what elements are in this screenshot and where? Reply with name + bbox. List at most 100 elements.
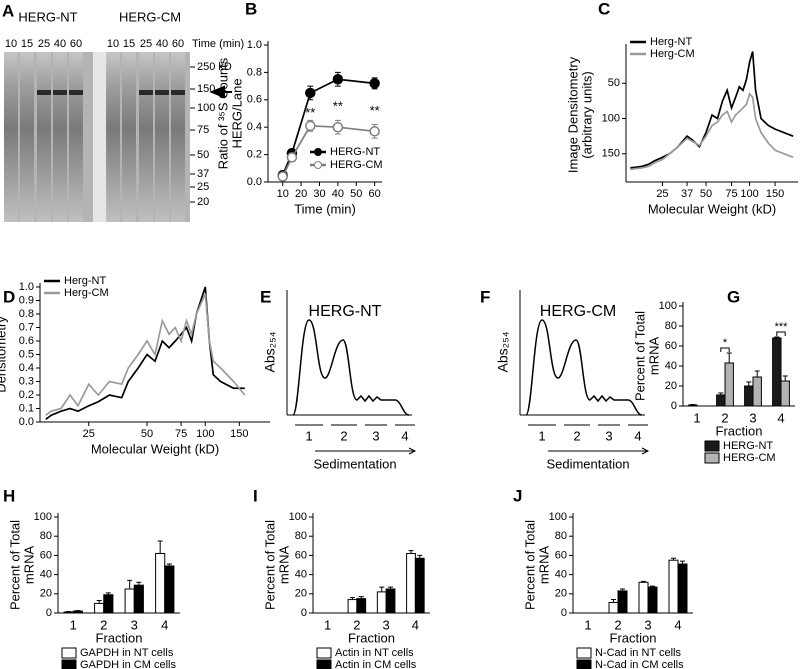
- significance-bracket: [720, 347, 730, 352]
- y-tick-label: 0.4: [247, 121, 262, 133]
- y-tick-label: 100: [34, 511, 52, 523]
- y-tick-label: 0.9: [19, 294, 34, 306]
- x-tick-label: 100: [740, 188, 758, 200]
- error-bar: [754, 370, 760, 377]
- lane-label: 60: [172, 38, 184, 50]
- legend-label: Herg-NT: [650, 36, 692, 48]
- series-line: [630, 51, 794, 169]
- x-tick-label: 25: [656, 188, 668, 200]
- x-tick-label: 10: [277, 188, 289, 200]
- y-axis-label: Percent of Total: [262, 520, 277, 610]
- annotation: *: [723, 337, 728, 349]
- marker: [332, 74, 344, 85]
- bar: [155, 552, 166, 614]
- gel-band: [37, 90, 51, 95]
- y-axis-label: Densitometry: [0, 316, 8, 393]
- y-tick-label: 1.0: [19, 281, 34, 293]
- error-bar: [157, 540, 163, 554]
- legend-marker: [314, 148, 322, 156]
- x-axis-label: Molecular Weight (kD): [91, 441, 219, 456]
- x-tick-label: 50: [350, 188, 362, 200]
- legend-label: Actin in CM cells: [335, 659, 417, 669]
- x-tick-label: 3: [749, 410, 756, 425]
- fraction-label: 2: [340, 428, 347, 443]
- legend-swatch: [576, 659, 592, 669]
- x-tick-label: 2: [721, 410, 728, 425]
- y-tick-label: 100: [549, 511, 567, 523]
- y-tick-label: 0: [561, 607, 567, 619]
- bar: [716, 394, 726, 407]
- x-tick-label: 3: [131, 617, 138, 632]
- bar: [385, 588, 396, 614]
- error-bar: [782, 375, 788, 381]
- lane-label: 40: [156, 38, 168, 50]
- gel-lane: [155, 52, 169, 222]
- gel-lane: [122, 52, 136, 222]
- bar: [72, 610, 83, 614]
- y-tick-label: 0.6: [247, 94, 262, 106]
- gel-lane: [106, 52, 120, 222]
- lane-label: 15: [123, 38, 135, 50]
- gel-band: [139, 90, 153, 95]
- legend-label: GAPDH in NT cells: [80, 647, 174, 659]
- y-axis-label: Percent of Total: [7, 520, 22, 610]
- annotation: **: [370, 103, 380, 118]
- y-tick-label: 40: [40, 569, 52, 581]
- y-tick-label: 40: [665, 360, 677, 372]
- x-axis-label: Fraction: [96, 630, 143, 645]
- y-tick-label: 0.7: [19, 321, 34, 333]
- y-tick-label: 100: [659, 300, 677, 312]
- y-tick-label: 150: [602, 148, 620, 160]
- bar: [133, 584, 144, 614]
- fraction-label: 1: [305, 428, 312, 443]
- marker: [369, 78, 380, 89]
- gel-lane: [4, 52, 18, 222]
- lane-label: 60: [70, 38, 82, 50]
- marker-label: 37: [197, 168, 209, 180]
- gel-band: [171, 90, 185, 95]
- y-axis-label: Ratio of ³⁵S Counts: [215, 57, 230, 169]
- bar: [103, 594, 114, 614]
- chart-title: HERG-NT: [309, 303, 382, 320]
- y-tick-label: 0.1: [19, 402, 34, 414]
- marker: [305, 87, 316, 99]
- gel-gap: [93, 52, 107, 222]
- fraction-label: 3: [605, 428, 612, 443]
- bar: [347, 599, 358, 614]
- sedimentation-arrow: [548, 447, 650, 455]
- error-bar: [726, 352, 732, 363]
- y-tick-label: 0: [301, 607, 307, 619]
- annotation: **: [305, 105, 315, 120]
- gel-lane: [69, 52, 83, 222]
- panel-letter: D: [3, 287, 15, 306]
- legend-swatch: [316, 647, 332, 659]
- x-tick-label: 4: [674, 617, 681, 632]
- arrow: [209, 85, 232, 99]
- y-tick-label: 20: [665, 380, 677, 392]
- x-axis-label: Time (min): [294, 201, 356, 216]
- legend-label: HERG-CM: [330, 159, 383, 171]
- x-axis-label: Fraction: [348, 630, 395, 645]
- bar: [94, 602, 105, 614]
- annotation: **: [333, 99, 343, 114]
- gel-band: [53, 90, 67, 95]
- group-label: HERG-NT: [18, 9, 77, 24]
- time-label: Time (min): [192, 38, 244, 50]
- lane-label: 15: [21, 38, 33, 50]
- x-tick-label: 4: [777, 410, 784, 425]
- y-tick-label: 80: [295, 530, 307, 542]
- x-tick-label: 150: [766, 188, 784, 200]
- bar: [744, 385, 754, 407]
- absorbance-trace: [525, 319, 643, 416]
- marker: [332, 121, 344, 133]
- x-tick-label: 50: [700, 188, 712, 200]
- series-line: [45, 293, 246, 416]
- y-axis-label: Abs₂₅₄: [495, 331, 511, 372]
- y-tick-label: 0.4: [19, 362, 34, 374]
- marker: [305, 120, 316, 132]
- bar: [376, 591, 387, 614]
- annotation: ***: [775, 321, 789, 333]
- x-tick-label: 4: [412, 617, 419, 632]
- series-line: [45, 286, 245, 420]
- bar: [638, 581, 649, 614]
